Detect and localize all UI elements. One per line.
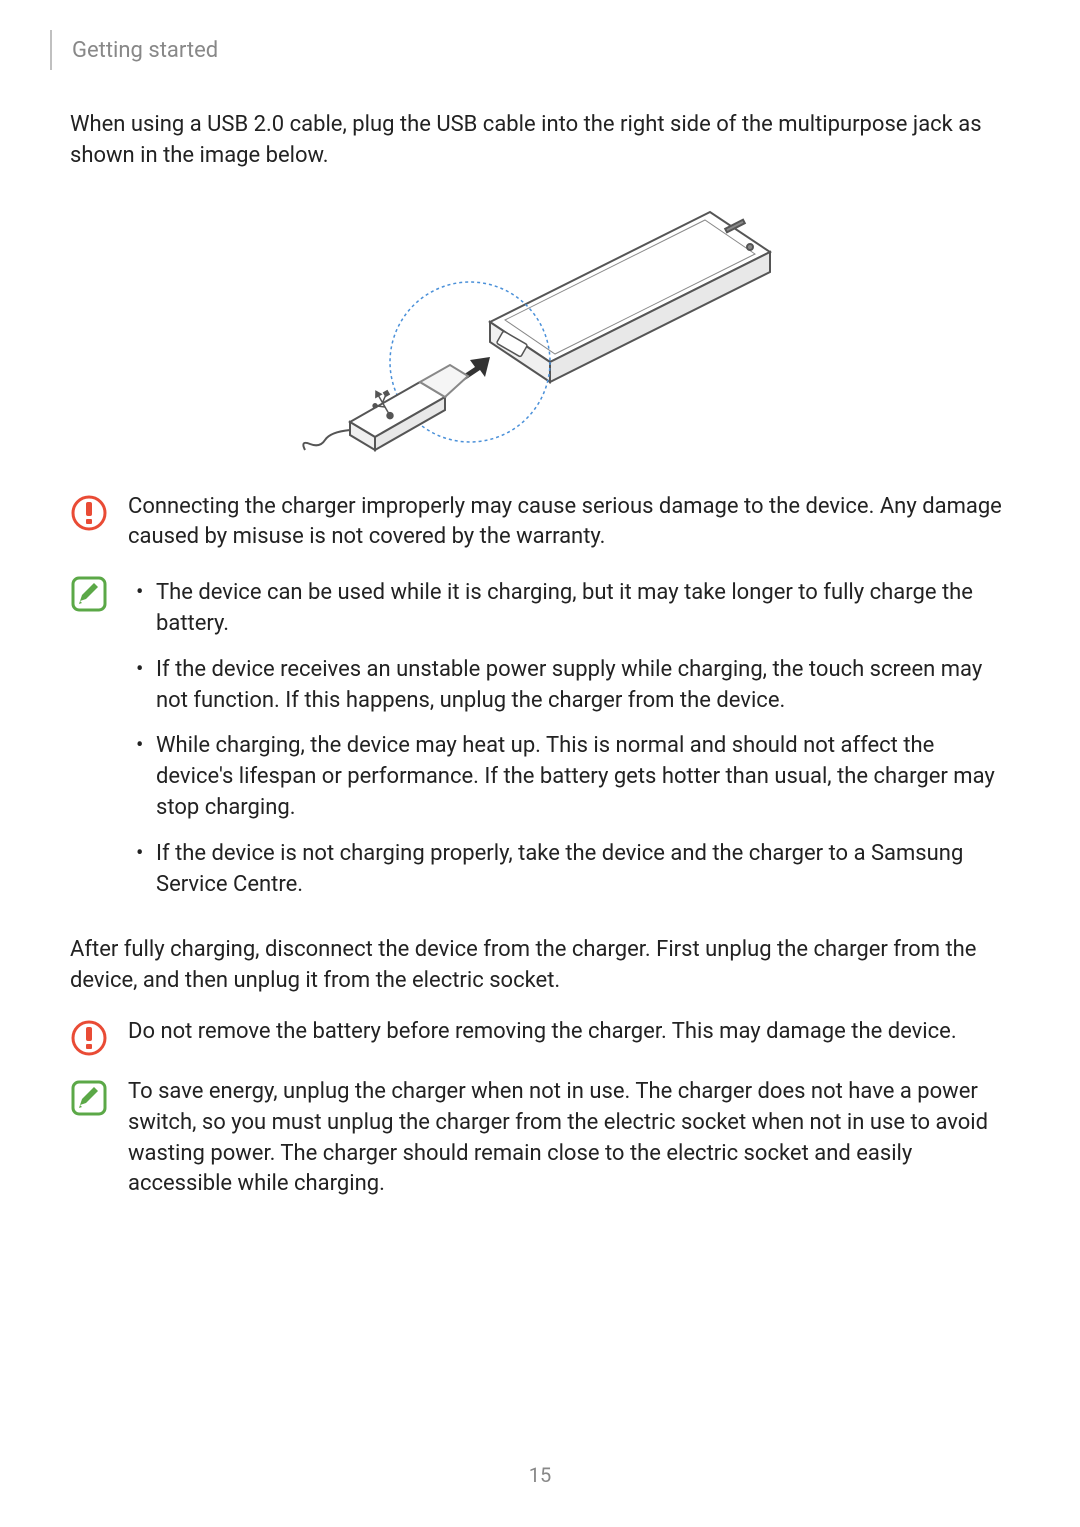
note-icon	[70, 575, 108, 613]
caution-text-2: Do not remove the battery before removin…	[128, 1017, 1010, 1048]
note-callout-1: The device can be used while it is charg…	[70, 573, 1010, 915]
note-text-2: To save energy, unplug the charger when …	[128, 1077, 1010, 1200]
usb-diagram	[70, 202, 1010, 462]
caution-text-1: Connecting the charger improperly may ca…	[128, 492, 1010, 554]
caution-callout-1: Connecting the charger improperly may ca…	[70, 492, 1010, 554]
usb-phone-illustration	[290, 202, 790, 452]
intro-paragraph: When using a USB 2.0 cable, plug the USB…	[70, 110, 1010, 172]
caution-callout-2: Do not remove the battery before removin…	[70, 1017, 1010, 1057]
page-header: Getting started	[50, 30, 218, 70]
body-paragraph-2: After fully charging, disconnect the dev…	[70, 935, 1010, 997]
note-bullet-list: The device can be used while it is charg…	[128, 578, 1010, 900]
note-item: The device can be used while it is charg…	[128, 578, 1010, 640]
page-content: When using a USB 2.0 cable, plug the USB…	[70, 110, 1010, 1220]
note-item: If the device receives an unstable power…	[128, 655, 1010, 717]
note-callout-2: To save energy, unplug the charger when …	[70, 1077, 1010, 1200]
note-list-container: The device can be used while it is charg…	[128, 573, 1010, 915]
note-item: If the device is not charging properly, …	[128, 839, 1010, 901]
note-item: While charging, the device may heat up. …	[128, 731, 1010, 823]
page-number: 15	[0, 1463, 1080, 1487]
note-icon	[70, 1079, 108, 1117]
section-title: Getting started	[72, 38, 218, 63]
header-divider	[50, 30, 52, 70]
caution-icon	[70, 1019, 108, 1057]
caution-icon	[70, 494, 108, 532]
